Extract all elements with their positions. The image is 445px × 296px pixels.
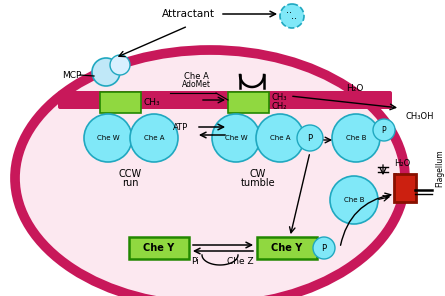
- Circle shape: [256, 114, 304, 162]
- Text: P: P: [382, 126, 386, 134]
- Text: P: P: [321, 244, 327, 252]
- Text: Attractant: Attractant: [162, 9, 214, 19]
- Text: Che Y: Che Y: [271, 243, 303, 253]
- Text: Che A: Che A: [144, 135, 164, 141]
- Text: Che Z: Che Z: [227, 258, 253, 266]
- Text: CH₃: CH₃: [271, 93, 287, 102]
- Text: AdoMet: AdoMet: [182, 80, 210, 89]
- Circle shape: [110, 55, 130, 75]
- Text: ··: ··: [286, 8, 292, 18]
- FancyBboxPatch shape: [394, 174, 416, 202]
- Text: Flagellum: Flagellum: [436, 149, 445, 187]
- Text: P: P: [307, 133, 312, 142]
- Circle shape: [280, 4, 304, 28]
- Text: CH₂: CH₂: [271, 102, 287, 110]
- Text: Che A: Che A: [184, 72, 208, 81]
- Text: Pi: Pi: [392, 173, 399, 181]
- Circle shape: [92, 58, 120, 86]
- Text: ··: ··: [291, 14, 297, 24]
- FancyBboxPatch shape: [100, 91, 141, 112]
- Circle shape: [330, 176, 378, 224]
- Text: Che Y: Che Y: [143, 243, 174, 253]
- Text: MCP: MCP: [62, 70, 81, 80]
- Text: H₂O: H₂O: [346, 83, 364, 93]
- Circle shape: [84, 114, 132, 162]
- Circle shape: [130, 114, 178, 162]
- FancyBboxPatch shape: [257, 237, 317, 259]
- Circle shape: [373, 119, 395, 141]
- Circle shape: [332, 114, 380, 162]
- FancyBboxPatch shape: [129, 237, 189, 259]
- Text: Pi: Pi: [191, 258, 199, 266]
- Text: Che W: Che W: [97, 135, 119, 141]
- Text: CH₃: CH₃: [143, 97, 160, 107]
- Text: tumble: tumble: [241, 178, 275, 188]
- Text: Che A: Che A: [270, 135, 290, 141]
- Text: H₂O: H₂O: [394, 158, 410, 168]
- Circle shape: [212, 114, 260, 162]
- Circle shape: [297, 125, 323, 151]
- Text: run: run: [122, 178, 138, 188]
- Text: CW: CW: [250, 169, 266, 179]
- Text: Che W: Che W: [225, 135, 247, 141]
- Text: Che B: Che B: [344, 197, 364, 203]
- FancyBboxPatch shape: [58, 91, 392, 109]
- Text: CCW: CCW: [118, 169, 142, 179]
- Text: ATP: ATP: [173, 123, 188, 131]
- Circle shape: [313, 237, 335, 259]
- Text: Che B: Che B: [346, 135, 366, 141]
- FancyBboxPatch shape: [227, 91, 268, 112]
- Text: CH₃OH: CH₃OH: [406, 112, 434, 120]
- Ellipse shape: [15, 50, 405, 296]
